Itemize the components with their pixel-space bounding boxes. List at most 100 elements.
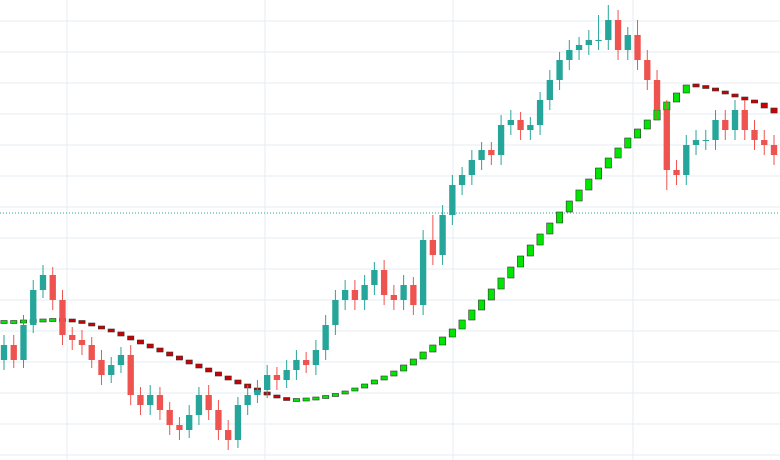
overlay-candle bbox=[643, 119, 651, 130]
candle-body bbox=[147, 395, 154, 405]
overlay-candle bbox=[146, 343, 154, 349]
overlay-candle bbox=[292, 398, 300, 402]
overlay-candle bbox=[673, 92, 680, 103]
candle-body bbox=[312, 350, 320, 365]
overlay-candle bbox=[351, 387, 359, 392]
overlay-candle bbox=[458, 319, 466, 330]
candle-body bbox=[10, 345, 17, 360]
candle-body bbox=[527, 125, 534, 130]
candle-body bbox=[108, 365, 115, 375]
candle-body bbox=[605, 20, 612, 40]
overlay-candle bbox=[98, 325, 105, 330]
candle-body bbox=[673, 170, 680, 175]
overlay-candle bbox=[448, 328, 456, 338]
candle-body bbox=[702, 140, 709, 141]
candle-body bbox=[751, 130, 758, 140]
candle-body bbox=[166, 410, 173, 425]
overlay-candle bbox=[741, 96, 749, 101]
candle-body bbox=[39, 275, 47, 290]
candle-body bbox=[390, 295, 398, 300]
overlay-candle bbox=[604, 157, 612, 169]
overlay-candle bbox=[634, 128, 642, 139]
overlay-candle bbox=[702, 85, 710, 89]
overlay-candle bbox=[419, 351, 427, 360]
candle-body bbox=[439, 215, 446, 255]
candle-body bbox=[302, 360, 310, 365]
overlay-candle bbox=[117, 331, 125, 337]
candle-body bbox=[536, 100, 544, 125]
candle-body bbox=[566, 50, 573, 60]
overlay-candle bbox=[390, 370, 398, 377]
candle-body bbox=[380, 270, 388, 295]
candle-body bbox=[0, 345, 8, 360]
overlay-candle bbox=[429, 344, 437, 353]
candle-body bbox=[712, 120, 719, 140]
overlay-candle bbox=[302, 397, 310, 402]
candle-body bbox=[517, 120, 524, 130]
candle-body bbox=[371, 270, 378, 285]
candle-body bbox=[410, 285, 417, 305]
overlay-candle bbox=[731, 93, 739, 98]
candle-body bbox=[332, 300, 339, 325]
overlay-candle bbox=[331, 393, 339, 397]
candle-body bbox=[263, 375, 271, 390]
candle-body bbox=[127, 355, 134, 395]
candle-body bbox=[205, 395, 212, 410]
overlay-candle bbox=[136, 339, 144, 345]
candle-body bbox=[585, 40, 592, 45]
overlay-candle bbox=[39, 318, 47, 323]
overlay-candle bbox=[439, 336, 447, 346]
overlay-candle bbox=[88, 322, 96, 327]
overlay-candle bbox=[507, 266, 515, 279]
overlay-candle bbox=[546, 222, 554, 235]
overlay-candle bbox=[595, 167, 603, 180]
overlay-candle bbox=[273, 394, 281, 399]
overlay-candle bbox=[234, 379, 242, 385]
candle-body bbox=[400, 285, 407, 300]
candle-body bbox=[59, 300, 66, 335]
candle-body bbox=[731, 110, 739, 130]
overlay-candle bbox=[565, 200, 573, 213]
overlay-candle bbox=[624, 137, 632, 149]
candle-body bbox=[273, 375, 281, 380]
overlay-candle bbox=[78, 320, 86, 324]
candle-body bbox=[20, 325, 27, 360]
overlay-candle bbox=[760, 102, 768, 109]
overlay-candle bbox=[380, 375, 388, 381]
candle-body bbox=[683, 145, 690, 175]
overlay-candle bbox=[127, 335, 135, 341]
candle-body bbox=[283, 370, 290, 380]
candle-body bbox=[186, 415, 193, 430]
candle-body bbox=[692, 140, 700, 145]
overlay-candle bbox=[712, 87, 719, 92]
candle-body bbox=[215, 410, 222, 430]
overlay-candle bbox=[166, 351, 174, 357]
candle-body bbox=[741, 110, 748, 130]
candle-body bbox=[770, 145, 778, 155]
overlay-candle bbox=[497, 277, 505, 290]
candle-body bbox=[234, 405, 242, 440]
overlay-candle bbox=[487, 288, 495, 301]
overlay-candle bbox=[409, 358, 417, 366]
candle-body bbox=[614, 20, 622, 50]
overlay-candle bbox=[341, 390, 349, 395]
overlay-candle bbox=[107, 328, 115, 333]
overlay-candle bbox=[575, 189, 583, 202]
candle-body bbox=[244, 395, 251, 405]
overlay-candle bbox=[175, 355, 183, 361]
overlay-candle bbox=[312, 396, 320, 401]
candle-body bbox=[653, 80, 661, 110]
candle-body bbox=[137, 395, 144, 405]
candle-body bbox=[507, 120, 515, 125]
overlay-candle bbox=[536, 233, 544, 246]
candle-body bbox=[546, 80, 553, 100]
overlay-candle bbox=[156, 347, 164, 353]
candle-body bbox=[429, 240, 437, 255]
overlay-candle bbox=[361, 383, 369, 389]
candle-body bbox=[49, 275, 56, 300]
candle-body bbox=[449, 185, 456, 215]
overlay-candle bbox=[370, 379, 378, 385]
candle-body bbox=[78, 340, 86, 345]
overlay-candle bbox=[751, 99, 758, 104]
